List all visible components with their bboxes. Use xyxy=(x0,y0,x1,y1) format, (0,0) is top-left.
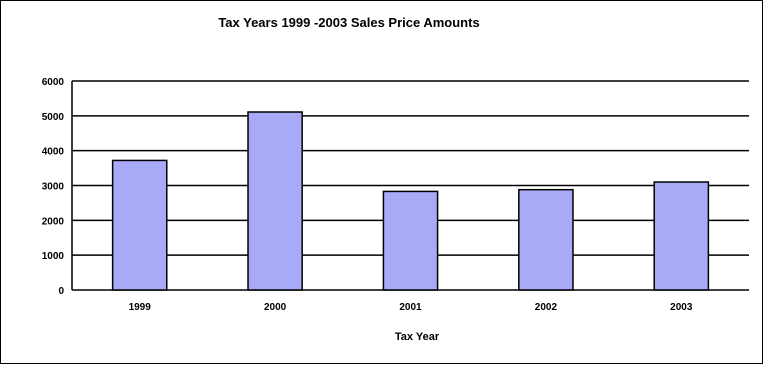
x-axis-ticks: 1999 2000 2001 2002 2003 xyxy=(129,302,693,313)
chart-title: Tax Years 1999 -2003 Sales Price Amounts xyxy=(218,15,479,30)
y-tick-label: 1000 xyxy=(42,251,65,262)
x-tick-label: 2002 xyxy=(535,302,558,313)
bar-2003 xyxy=(653,181,710,291)
x-axis-label: Tax Year xyxy=(395,331,440,343)
y-tick-label: 4000 xyxy=(42,147,65,158)
y-axis-ticks: 0 1000 2000 3000 4000 5000 6000 xyxy=(42,77,65,297)
y-tick-label: 5000 xyxy=(42,112,65,123)
bar-2000 xyxy=(247,111,303,291)
x-tick-label: 2001 xyxy=(399,302,422,313)
y-tick-label: 3000 xyxy=(42,182,65,193)
bars xyxy=(111,111,710,291)
y-tick-label: 6000 xyxy=(42,77,65,88)
y-tick-label: 2000 xyxy=(42,216,65,227)
bar-1999 xyxy=(111,159,168,291)
x-tick-label: 2000 xyxy=(264,302,287,313)
x-tick-label: 1999 xyxy=(129,302,152,313)
bar-2001 xyxy=(382,190,439,291)
bar-2002 xyxy=(518,188,574,291)
y-tick-label: 0 xyxy=(58,286,64,297)
x-tick-label: 2003 xyxy=(670,302,693,313)
